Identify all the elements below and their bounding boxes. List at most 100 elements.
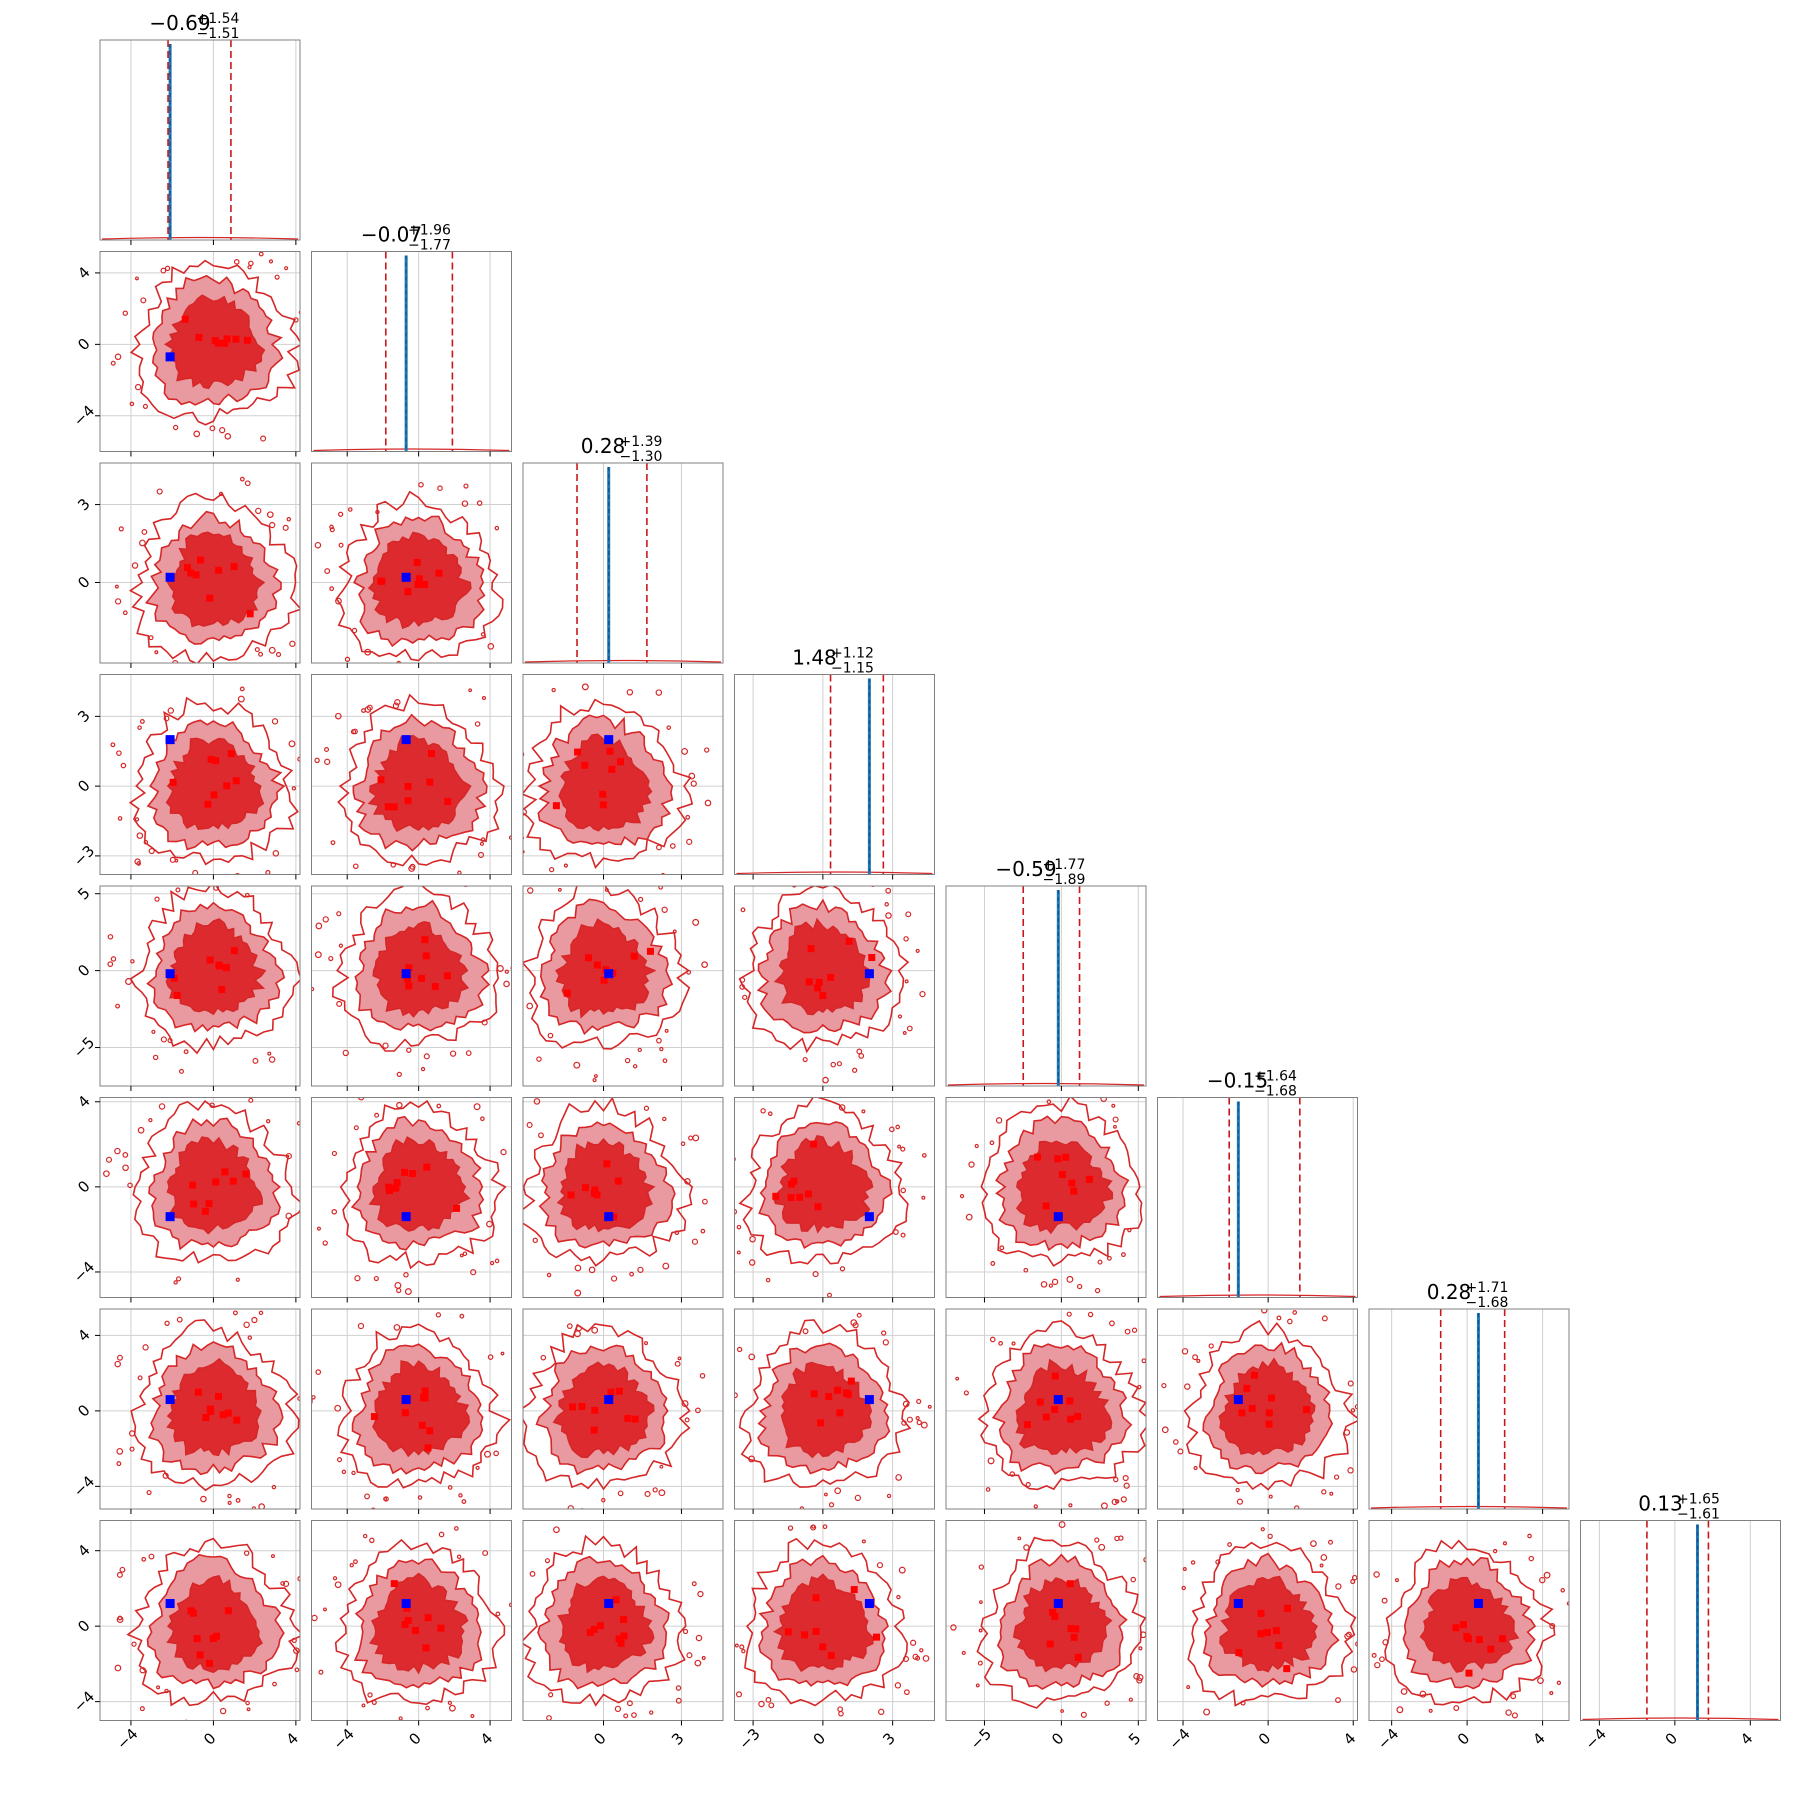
outlier-contour [749,1235,756,1243]
contour-panel-3-2 [311,462,512,668]
sample-marker [819,992,827,1000]
outlier-contour [999,1245,1005,1251]
x-tick-label: 4 [1737,1729,1756,1748]
panel-frame [945,1520,1147,1721]
panel-title-value: −0.15 [1207,1069,1268,1093]
outlier-contour [1190,1560,1196,1565]
sample-marker [418,1421,426,1429]
outlier-contour [176,1316,183,1323]
outlier-contour [697,1590,704,1598]
outlier-contour [1166,1212,1169,1215]
sample-marker [192,571,200,579]
sample-marker [834,1386,842,1394]
sample-marker [212,1178,220,1186]
outlier-contour [383,1496,388,1501]
outlier-contour [1066,1275,1074,1283]
outlier-contour [987,1457,995,1465]
panel-frame [522,1308,724,1510]
outlier-contour [694,1659,702,1667]
sample-marker [845,937,853,945]
outlier-contour [652,1487,658,1493]
outlier-contour [1094,1287,1101,1294]
outlier-contour [487,642,495,650]
outlier-contour [623,1713,629,1719]
outlier-contour [1350,1408,1356,1413]
contour-panel-4-3 [522,674,724,880]
outlier-contour [644,1341,649,1346]
outlier-contour [826,1292,832,1298]
outlier-contour [396,660,402,663]
outlier-contour [302,1216,307,1221]
outlier-contour [584,1092,588,1096]
sample-marker [1465,1669,1473,1677]
outlier-contour [294,1667,300,1673]
contour-panel-8-1: −4 0 4 −4 0 4 [70,1520,302,1753]
sample-marker [1054,1155,1062,1163]
y-tick-label: 4 [74,1326,93,1345]
outlier-contour [1017,1536,1022,1541]
outlier-contour [903,1689,910,1696]
histogram-panel-6: −0.15+1.64−1.68 [1157,1069,1358,1303]
outlier-contour [313,1191,317,1195]
outlier-contour [286,517,292,522]
outlier-contour [950,1624,957,1631]
panel-frame [522,462,724,664]
outlier-contour [122,1164,129,1172]
y-tick-label: −3 [70,842,98,870]
x-tick-label: 3 [668,1729,687,1748]
sample-marker [421,580,429,588]
outlier-contour [648,1710,654,1715]
outlier-contour [1560,1588,1565,1593]
outlier-contour [475,1465,480,1470]
sample-marker [170,974,178,982]
sample-marker [1498,1635,1506,1643]
outlier-contour [420,1066,426,1072]
outlier-contour [692,918,700,926]
outlier-contour [1396,1706,1404,1714]
outlier-contour [369,1537,375,1544]
sample-marker [805,1190,813,1198]
contour-panel-5-1: −5 0 5 [70,860,301,1091]
contour-outer [335,490,504,662]
outlier-contour [247,265,252,270]
outlier-contour [272,1681,277,1687]
contour-fill-inner [552,1361,655,1459]
sample-marker [377,776,385,784]
outlier-contour [836,1061,843,1067]
outlier-contour [329,527,335,533]
outlier-contour [338,542,344,548]
outlier-contour [437,485,443,492]
outlier-contour [217,860,221,864]
outlier-contour [1076,1283,1083,1290]
outlier-contour [1245,1728,1249,1732]
outlier-contour [1505,1709,1512,1716]
panel-frame [311,885,512,1087]
sample-marker [404,588,412,596]
sample-marker [421,1387,429,1395]
outlier-contour [235,1277,240,1282]
sample-marker [608,765,616,773]
contour-panel-4-2 [311,674,512,880]
outlier-contour [116,1461,122,1467]
contour-outer [129,259,300,426]
sample-marker [243,336,251,344]
outlier-contour [116,1447,124,1455]
panel-content [1157,1520,1358,1732]
outlier-contour [978,1628,983,1633]
outlier-contour [856,1048,863,1055]
sample-marker [196,556,204,564]
contour-outer [738,886,910,1054]
outlier-contour [787,1525,794,1531]
sample-marker [215,566,223,574]
outlier-contour [114,1147,121,1155]
panel-content [523,886,723,1086]
outlier-contour [1261,1309,1268,1314]
outlier-contour [193,430,201,438]
contour-panel-7-3 [522,1308,724,1514]
outlier-contour [557,887,562,892]
x-tick-label: 0 [405,1729,424,1748]
outlier-contour [660,872,666,875]
outlier-contour [607,1091,611,1095]
outlier-contour [224,668,229,673]
